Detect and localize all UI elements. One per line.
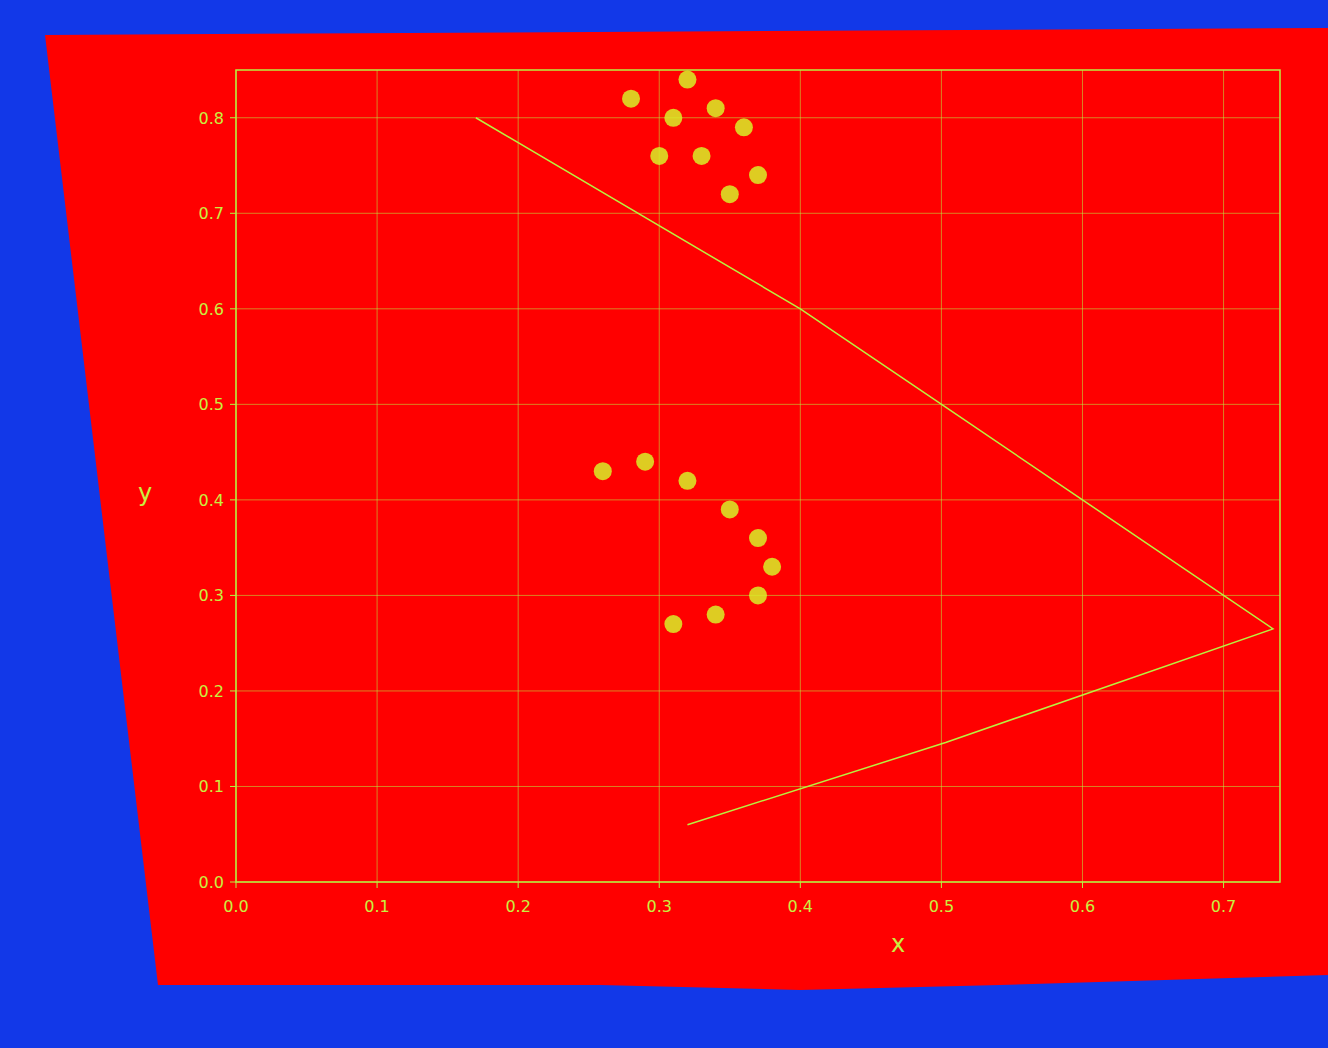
grid-line <box>518 70 519 882</box>
tick <box>941 882 942 888</box>
point <box>707 99 725 117</box>
tick-label: 0.3 <box>199 586 224 605</box>
tick-label: 0.0 <box>223 897 248 916</box>
tick <box>230 690 236 691</box>
paper <box>45 28 1328 990</box>
tick <box>800 882 801 888</box>
tick <box>230 499 236 500</box>
tick <box>230 213 236 214</box>
tick <box>1223 882 1224 888</box>
point <box>650 147 668 165</box>
point <box>721 185 739 203</box>
point <box>678 472 696 490</box>
point <box>749 529 767 547</box>
plot-frame <box>236 70 1280 882</box>
tick <box>230 404 236 405</box>
grid-line <box>800 70 801 882</box>
point <box>594 462 612 480</box>
grid-line <box>236 308 1280 309</box>
tick <box>230 308 236 309</box>
tick <box>659 882 660 888</box>
tick-label: 0.3 <box>647 897 672 916</box>
tick <box>377 882 378 888</box>
tick-label: 0.5 <box>929 897 954 916</box>
point <box>749 166 767 184</box>
tick <box>1082 882 1083 888</box>
tick <box>230 117 236 118</box>
point <box>763 558 781 576</box>
grid-line <box>941 70 942 882</box>
point <box>721 500 739 518</box>
point <box>664 109 682 127</box>
tick <box>518 882 519 888</box>
axis-label: y <box>138 479 152 507</box>
tick-label: 0.5 <box>199 395 224 414</box>
tick-label: 0.6 <box>199 300 224 319</box>
point <box>664 615 682 633</box>
grid-line <box>236 117 1280 118</box>
grid-line <box>1223 70 1224 882</box>
tick <box>236 882 237 888</box>
point <box>678 71 696 89</box>
locus-line <box>476 118 1273 825</box>
grid-line <box>236 499 1280 500</box>
grid-line <box>236 786 1280 787</box>
tick <box>230 595 236 596</box>
tick-label: 0.6 <box>1070 897 1095 916</box>
tick-label: 0.1 <box>199 777 224 796</box>
tick-label: 0.7 <box>199 204 224 223</box>
tick-label: 0.7 <box>1211 897 1236 916</box>
tick-label: 0.4 <box>788 897 813 916</box>
point <box>749 586 767 604</box>
grid-line <box>236 213 1280 214</box>
tick-label: 0.2 <box>199 682 224 701</box>
axis-label: x <box>891 930 905 958</box>
point <box>693 147 711 165</box>
tick-label: 0.4 <box>199 491 224 510</box>
point <box>735 118 753 136</box>
point <box>622 90 640 108</box>
grid-line <box>377 70 378 882</box>
grid-line <box>659 70 660 882</box>
tick-label: 0.8 <box>199 109 224 128</box>
tick-label: 0.2 <box>505 897 530 916</box>
grid-line <box>1082 70 1083 882</box>
tick <box>230 786 236 787</box>
tick-label: 0.0 <box>199 873 224 892</box>
plot-area <box>476 71 1273 825</box>
point <box>707 606 725 624</box>
grid-line <box>236 690 1280 691</box>
tick-label: 0.1 <box>364 897 389 916</box>
point <box>636 453 654 471</box>
tick <box>230 882 236 883</box>
grid-line <box>236 404 1280 405</box>
